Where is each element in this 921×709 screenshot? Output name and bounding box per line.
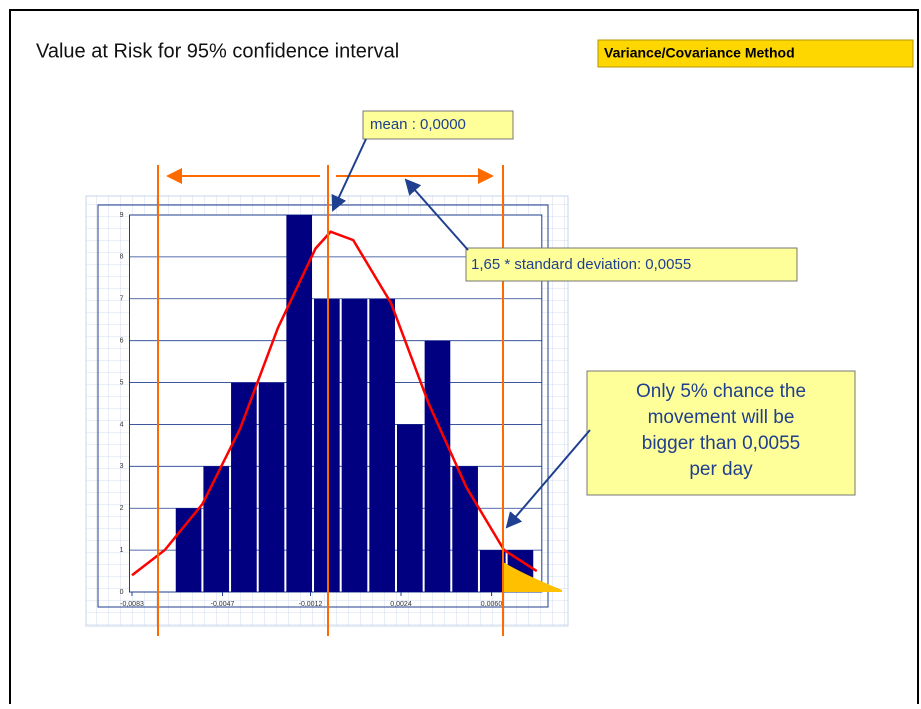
bar [258, 382, 285, 592]
y-tick-label: 2 [120, 505, 124, 512]
y-tick-label: 8 [120, 254, 124, 261]
bar [231, 382, 257, 592]
y-tick-label: 4 [120, 421, 124, 428]
bar [369, 298, 395, 592]
x-tick-label: -0,0012 [299, 601, 323, 608]
y-tick-label: 1 [120, 547, 124, 554]
slide-frame [9, 9, 919, 704]
x-tick-label: -0,0083 [120, 601, 144, 608]
y-tick-label: 3 [120, 463, 124, 470]
note-line: bigger than 0,0055 [642, 433, 800, 454]
y-tick-label: 7 [120, 296, 124, 303]
note-line: per day [689, 459, 753, 480]
note-box [586, 370, 856, 496]
method-label: Variance/Covariance Method [604, 45, 795, 61]
note-line: movement will be [648, 407, 795, 428]
mean-box [362, 110, 514, 140]
note-arrow [505, 429, 591, 529]
chart-frame [97, 204, 549, 608]
note-line: Only 5% chance the [636, 381, 806, 402]
bar [396, 424, 423, 592]
bar [286, 215, 313, 592]
mean-label: mean : 0,0000 [370, 116, 466, 133]
tail-area [503, 562, 562, 592]
sd-label: 1,65 * standard deviation: 0,0055 [471, 256, 691, 273]
bar [479, 550, 506, 592]
x-tick-label: 0,0060 [481, 601, 503, 608]
x-tick-label: 0,0024 [390, 601, 412, 608]
bar [203, 466, 230, 592]
bar [341, 298, 368, 592]
bar [314, 298, 340, 592]
x-tick-label: -0,0047 [211, 601, 235, 608]
y-tick-label: 9 [120, 212, 124, 219]
y-tick-label: 5 [120, 379, 124, 386]
y-tick-label: 6 [120, 338, 124, 345]
sd-box [465, 247, 798, 282]
normal-curve [131, 230, 538, 577]
mean-arrow [331, 138, 367, 212]
y-tick-label: 0 [120, 589, 124, 596]
method-box [597, 39, 914, 68]
bar [424, 340, 451, 592]
title: Value at Risk for 95% confidence interva… [36, 40, 399, 62]
sd-arrow [404, 178, 469, 251]
